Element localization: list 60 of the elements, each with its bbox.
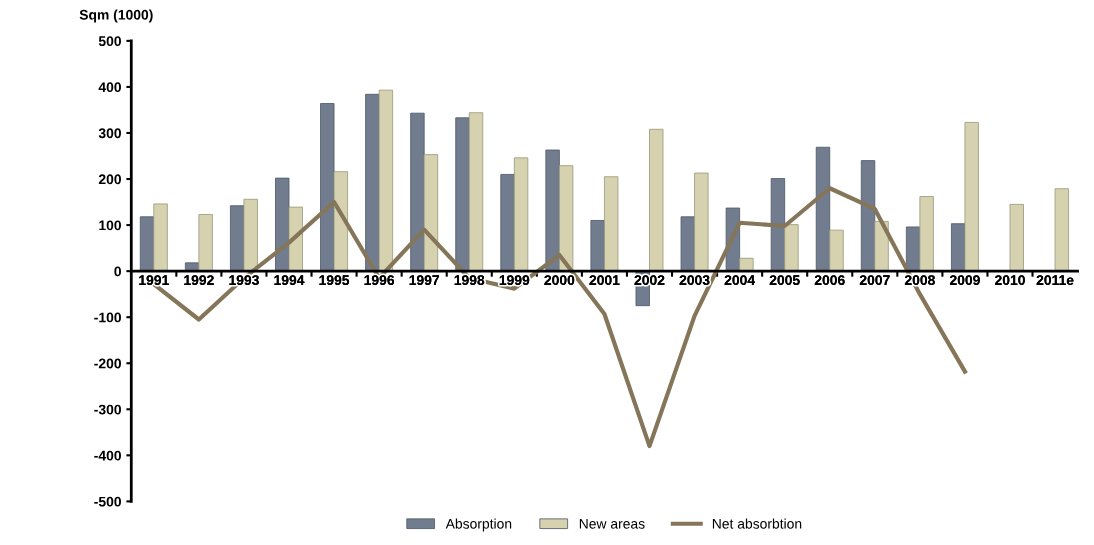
- x-tick-label: 2006: [814, 275, 845, 286]
- x-tick-label: 2010: [995, 275, 1025, 286]
- x-tick-label: 1996: [364, 275, 395, 286]
- x-tick-label: 2009: [949, 275, 980, 286]
- bar: [874, 220, 889, 272]
- bar: [1009, 203, 1024, 272]
- x-tick-label: 2000: [544, 275, 575, 286]
- y-tick-label: 200: [98, 174, 121, 185]
- bar: [243, 198, 258, 272]
- y-tick-label: -300: [94, 404, 121, 415]
- bar: [513, 157, 529, 272]
- bar: [153, 203, 168, 272]
- bar: [423, 154, 439, 272]
- y-tick-label: 400: [98, 82, 121, 93]
- bar: [680, 216, 695, 272]
- bar: [198, 214, 213, 272]
- bar: [829, 229, 844, 272]
- bar: [500, 174, 515, 272]
- x-tick-label: 2005: [769, 275, 800, 286]
- bar: [320, 103, 335, 272]
- bar: [545, 149, 560, 272]
- bar: [694, 172, 709, 272]
- bar: [468, 112, 484, 272]
- bar: [333, 171, 348, 272]
- x-tick-label: 1995: [319, 275, 350, 286]
- bar: [378, 89, 394, 272]
- bar: [558, 165, 574, 272]
- bar: [288, 206, 303, 272]
- y-tick-label: 500: [98, 36, 121, 47]
- y-tick-label: -200: [94, 358, 121, 369]
- x-tick-label: 1994: [274, 275, 305, 286]
- y-axis-title: Sqm (1000): [79, 9, 153, 23]
- x-tick-label: 2003: [679, 275, 710, 286]
- bar: [455, 117, 470, 272]
- bar: [590, 220, 605, 272]
- x-tick-label: 2001: [589, 275, 620, 286]
- x-tick-label: 2004: [724, 275, 755, 286]
- y-tick-label: -400: [94, 450, 121, 461]
- x-tick-label: 2011e: [1036, 275, 1074, 286]
- y-tick-label: -500: [94, 496, 121, 507]
- y-tick-label: 300: [98, 128, 121, 139]
- bar: [964, 121, 979, 272]
- bar: [784, 224, 799, 272]
- y-tick-label: -100: [94, 312, 121, 323]
- legend-label: Absorption: [445, 518, 512, 532]
- bar: [410, 112, 425, 272]
- legend-label: New areas: [579, 519, 645, 529]
- bar: [739, 257, 754, 272]
- legend-label: Net absorbtion: [712, 518, 802, 529]
- y-tick-label: 100: [99, 220, 121, 231]
- bar: [1054, 188, 1069, 272]
- x-tick-label: 1997: [409, 275, 440, 286]
- x-tick-label: 2007: [859, 275, 890, 286]
- bar: [919, 196, 934, 272]
- x-tick-label: 1991: [139, 275, 169, 286]
- bar: [649, 128, 664, 272]
- y-tick-label: 0: [114, 266, 121, 277]
- bar: [604, 176, 619, 272]
- bar: [815, 146, 831, 272]
- x-tick-label: 1992: [184, 275, 214, 286]
